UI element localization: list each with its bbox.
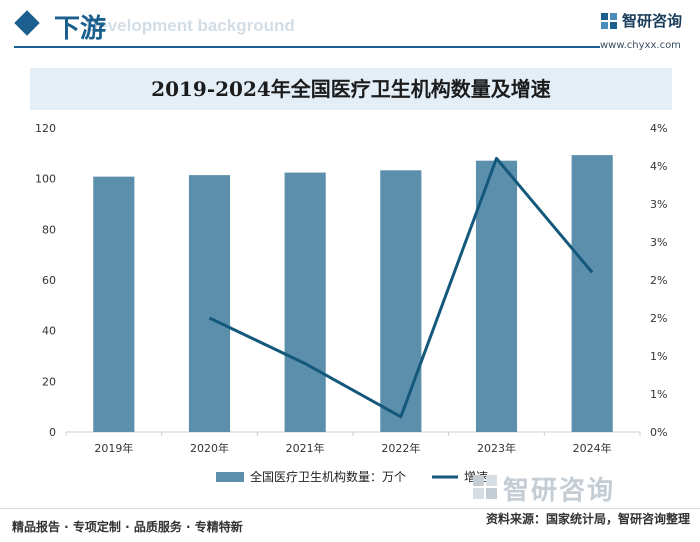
bar [475, 160, 518, 432]
right-tick-label: 3% [650, 236, 667, 249]
bar [93, 176, 135, 432]
chart-title: 2019-2024年全国医疗卫生机构数量及增速 [151, 77, 551, 101]
right-tick-label: 0% [650, 426, 667, 439]
brand-url: www.chyxx.com [600, 40, 681, 51]
bar [188, 175, 231, 432]
section-header: Development background 下游 智研咨询 www.chyxx… [0, 0, 700, 58]
right-tick-label: 4% [650, 160, 667, 173]
section-title: 下游 [54, 14, 107, 44]
right-tick-label: 2% [650, 274, 667, 287]
chart: 0 20 40 60 80 100 120 0% 1% 1% 2% 2% 3% 3% 4% 4% 2019年 20… [35, 122, 667, 484]
x-tick-label: 2022年 [381, 441, 420, 455]
bar [571, 155, 613, 432]
legend-bar-label: 全国医疗卫生机构数量：万个 [250, 469, 406, 484]
bar [284, 172, 326, 432]
footer: 精品报告 · 专项定制 · 品质服务 · 专精特新 资料来源：国家统计局，智研咨… [0, 508, 700, 542]
legend-bar-swatch [216, 472, 244, 482]
right-tick-label: 1% [650, 350, 667, 363]
right-tick-label: 4% [650, 122, 667, 135]
footer-tagline: 精品报告 · 专项定制 · 品质服务 · 专精特新 [12, 520, 243, 534]
footer-divider [0, 508, 700, 509]
right-tick-label: 3% [650, 198, 667, 211]
x-tick-label: 2024年 [573, 441, 612, 455]
growth-line [208, 156, 594, 419]
left-tick-label: 80 [42, 223, 56, 236]
left-tick-label: 60 [42, 274, 56, 287]
bar [380, 170, 422, 432]
left-tick-label: 40 [42, 325, 56, 338]
chart-title-box: 2019-2024年全国医疗卫生机构数量及增速 [30, 68, 672, 110]
header-divider [14, 46, 600, 48]
watermark-logo-icon [473, 475, 497, 499]
right-tick-label: 1% [650, 388, 667, 401]
right-tick-label: 2% [650, 312, 667, 325]
section-subtitle: Development background [86, 16, 295, 35]
brand-name: 智研咨询 [622, 12, 683, 30]
x-tick-label: 2021年 [286, 441, 325, 455]
x-tick-label: 2019年 [94, 441, 133, 455]
left-tick-label: 100 [35, 173, 56, 186]
left-tick-label: 20 [42, 375, 56, 388]
left-tick-label: 120 [35, 122, 56, 135]
diamond-icon [14, 10, 40, 36]
x-tick-label: 2023年 [477, 441, 516, 455]
brand-logo-icon [601, 13, 617, 29]
source-note: 资料来源：国家统计局，智研咨询整理 [485, 512, 690, 526]
left-tick-label: 0 [49, 426, 56, 439]
watermark-brand: 智研咨询 [503, 476, 616, 506]
x-tick-label: 2020年 [190, 441, 229, 455]
